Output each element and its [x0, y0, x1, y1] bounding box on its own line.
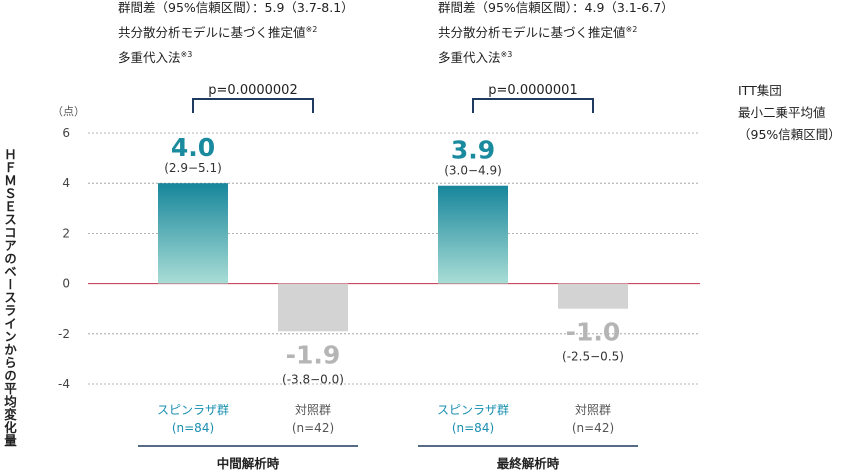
y-tick-label: 2 — [62, 226, 70, 240]
interim-model-text: 共分散分析モデルに基づく推定値 — [118, 25, 306, 40]
data-label: 4.0 — [171, 133, 215, 162]
group-label: 最終解析時 — [497, 456, 560, 471]
legend-line2: 最小二乗平均値 — [738, 105, 826, 120]
bar — [438, 185, 508, 284]
interim-imputation-text: 多重代入法 — [118, 50, 181, 65]
interim-diff: 群間差（95%信頼区間）：5.9（3.7-8.1） — [118, 0, 354, 15]
category-label: スピンラザ群 — [157, 403, 229, 417]
y-axis-label: ＨＦＭＳＥスコアのベースラインからの平均変化量 — [2, 148, 17, 447]
ci-label: (-2.5−0.5) — [562, 350, 624, 364]
ci-label: (2.9−5.1) — [164, 161, 222, 175]
final-diff: 群間差（95%信頼区間）：4.9（3.1-6.7） — [438, 0, 674, 15]
y-tick-label: -4 — [58, 377, 70, 391]
category-n-label: (n=42) — [292, 421, 334, 435]
category-label: スピンラザ群 — [437, 403, 509, 417]
interim-model-mark: ※2 — [305, 25, 318, 34]
final-model-text: 共分散分析モデルに基づく推定値 — [438, 25, 626, 40]
p-value-label: p=0.0000001 — [488, 83, 577, 98]
y-axis-unit: （点） — [52, 105, 85, 118]
category-label: 対照群 — [575, 403, 611, 417]
p-value-bracket — [192, 98, 314, 113]
category-n-label: (n=42) — [572, 421, 614, 435]
y-tick-label: 0 — [62, 277, 70, 291]
y-tick-label: -2 — [58, 327, 70, 341]
final-model: 共分散分析モデルに基づく推定値※2 — [438, 19, 674, 44]
interim-imputation-mark: ※3 — [180, 50, 193, 59]
data-label: 3.9 — [451, 136, 495, 165]
legend-line3: （95%信頼区間） — [738, 127, 841, 142]
data-label: -1.9 — [286, 340, 341, 369]
category-n-label: (n=84) — [172, 421, 214, 435]
final-imputation-mark: ※3 — [500, 50, 513, 59]
category-n-label: (n=84) — [452, 421, 494, 435]
p-value-bracket — [472, 98, 594, 113]
final-model-mark: ※2 — [625, 25, 638, 34]
y-tick-label: 4 — [62, 176, 70, 190]
final-imputation-text: 多重代入法 — [438, 50, 501, 65]
bar — [158, 183, 228, 284]
ci-label: (3.0−4.9) — [444, 164, 502, 178]
interim-model: 共分散分析モデルに基づく推定値※2 — [118, 19, 354, 44]
data-label: -1.0 — [566, 318, 621, 347]
interim-imputation: 多重代入法※3 — [118, 44, 354, 69]
category-label: 対照群 — [295, 403, 331, 417]
bar — [558, 283, 628, 309]
ci-label: (-3.8−0.0) — [282, 372, 344, 386]
legend-line1: ITT集団 — [738, 83, 782, 98]
final-imputation: 多重代入法※3 — [438, 44, 674, 69]
legend: ITT集団 最小二乗平均値 （95%信頼区間） — [738, 80, 841, 146]
p-value-label: p=0.0000002 — [208, 83, 297, 98]
interim-annotation: 群間差（95%信頼区間）：5.9（3.7-8.1） 共分散分析モデルに基づく推定… — [118, 0, 354, 69]
y-tick-label: 6 — [62, 126, 70, 140]
bar — [278, 283, 348, 332]
group-label: 中間解析時 — [217, 456, 280, 471]
final-annotation: 群間差（95%信頼区間）：4.9（3.1-6.7） 共分散分析モデルに基づく推定… — [438, 0, 674, 69]
